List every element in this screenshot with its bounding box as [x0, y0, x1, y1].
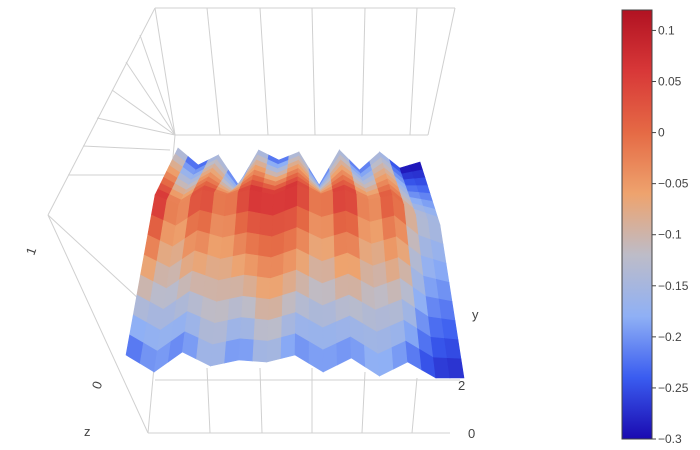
colorbar-tick-label: −0.2 [658, 330, 682, 344]
surface-patch [446, 357, 465, 379]
grid-line [47, 7, 156, 216]
surface-patch [211, 192, 227, 217]
colorbar-tick-label: 0 [658, 126, 665, 140]
surface-patch [280, 333, 296, 359]
surface-patch [212, 319, 229, 346]
surface-patch [441, 318, 459, 341]
colorbar-gradient [621, 9, 653, 440]
axis-labels: y 2 0 z 0 1 [23, 245, 479, 441]
surface-patch [248, 189, 263, 214]
surface-patch [256, 255, 272, 279]
grid-line [47, 214, 149, 434]
surface-patch [197, 209, 213, 235]
surface-patch [224, 338, 241, 364]
surface-patch [214, 298, 230, 324]
z-axis-title: z [84, 424, 91, 439]
y-tick-label: 0 [468, 426, 475, 441]
surface-patch [438, 298, 456, 321]
colorbar-tick-label: 0.1 [658, 23, 675, 37]
surface-mesh [125, 147, 465, 379]
colorbar-tick-label: −0.3 [658, 432, 682, 446]
surface-patch [444, 338, 462, 360]
surface-patch [258, 234, 273, 258]
surface-patch [220, 234, 236, 260]
surface-patch [231, 253, 247, 279]
grid-line [111, 89, 176, 136]
colorbar-tick-label: −0.25 [658, 381, 689, 395]
surface-patch [210, 341, 227, 367]
surface-patch [236, 189, 251, 215]
surface-patch [238, 338, 255, 362]
colorbar-tick-label: 0.05 [658, 75, 682, 89]
grid-line [125, 61, 176, 136]
surface-patch [252, 339, 269, 363]
y-tick-label: 2 [458, 378, 465, 393]
surface-patch [218, 256, 234, 281]
colorbar: 0.1 0.05 0 −0.05 −0.1 −0.15 −0.2 −0.25 −0.3 [621, 9, 689, 446]
grid-line [96, 117, 176, 136]
grid-line [47, 214, 141, 301]
surface-patch [221, 213, 237, 239]
surface-patch [414, 177, 428, 186]
z-tick-label: 0 [89, 379, 106, 391]
surface-patch [209, 212, 225, 239]
grid-line [259, 367, 263, 434]
surface-patch [266, 337, 282, 363]
z-tick-label: 1 [23, 245, 40, 257]
surface-patch [244, 253, 259, 278]
surface-patch [234, 210, 249, 236]
grid-line [259, 7, 269, 136]
surface-patch [281, 290, 297, 317]
grid-line [409, 7, 418, 136]
surface-patch [255, 276, 271, 300]
grid-line [361, 7, 366, 136]
surface-patch [369, 218, 385, 245]
surface-patch [321, 213, 335, 240]
surface-patch [381, 215, 397, 241]
grid-line [361, 371, 366, 434]
grid-line [154, 7, 176, 136]
surface-patch [229, 274, 245, 300]
surface-patch [267, 315, 283, 342]
colorbar-tick-label: −0.15 [658, 279, 689, 293]
y-axis-title: y [472, 307, 479, 322]
grid-line [206, 7, 221, 136]
surface-patch [223, 192, 239, 217]
grid-line [139, 34, 176, 136]
grid-line [206, 367, 211, 434]
surface-patch [371, 239, 386, 267]
surface-patch [241, 295, 257, 320]
surface-patch [246, 210, 262, 235]
surface-patch [254, 297, 270, 321]
surface-patch [435, 278, 453, 302]
surface-patch [380, 194, 395, 220]
surface-patch [332, 189, 347, 215]
grid-line [411, 377, 418, 434]
surface-patch [225, 317, 242, 343]
grid-line [311, 7, 316, 136]
surface-patch [242, 274, 258, 299]
surface-patch [320, 192, 334, 218]
surface-patch [333, 210, 347, 237]
surface-patch [216, 277, 232, 303]
surface-patch [411, 169, 426, 180]
surface-patch [227, 295, 244, 321]
surface-patch [281, 312, 296, 338]
grid-line [427, 7, 456, 136]
grid-line [82, 145, 171, 151]
surface-patch [259, 213, 274, 238]
surface-patch [245, 232, 260, 257]
surface-patch [232, 232, 248, 257]
scene-grid [47, 7, 460, 434]
surface-patch [253, 318, 269, 342]
surface-patch [368, 197, 383, 223]
surface-patch [260, 192, 275, 217]
colorbar-tick-label: −0.1 [658, 228, 682, 242]
surface-patch [239, 317, 256, 341]
colorbar-tick-label: −0.05 [658, 177, 689, 191]
